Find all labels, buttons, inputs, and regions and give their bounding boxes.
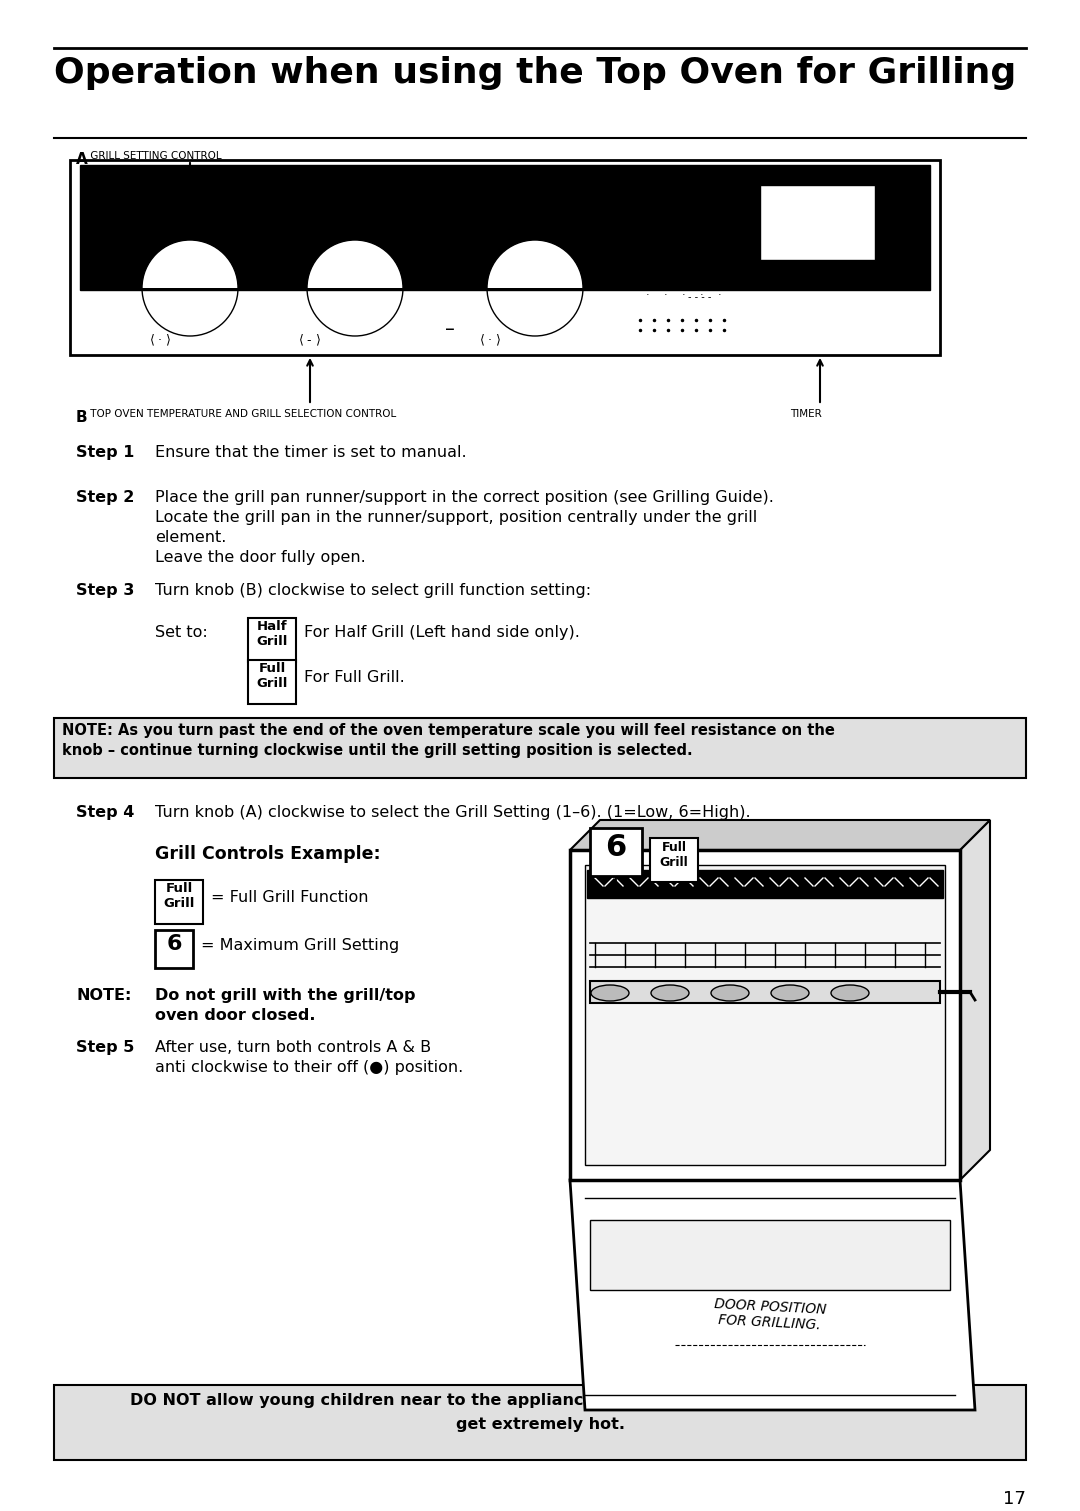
Text: element.: element. (156, 530, 227, 545)
Ellipse shape (651, 985, 689, 1000)
Text: Ensure that the timer is set to manual.: Ensure that the timer is set to manual. (156, 446, 467, 459)
Text: .: . (646, 287, 650, 298)
Text: Turn knob (B) clockwise to select grill function setting:: Turn knob (B) clockwise to select grill … (156, 583, 591, 598)
Text: Step 2: Step 2 (76, 490, 134, 505)
Text: For Half Grill (Left hand side only).: For Half Grill (Left hand side only). (303, 626, 580, 641)
Text: Step 1: Step 1 (76, 446, 134, 459)
Bar (590, 828, 642, 876)
Text: knob – continue turning clockwise until the grill setting position is selected.: knob – continue turning clockwise until … (62, 743, 692, 759)
Text: Do not grill with the grill/top: Do not grill with the grill/top (156, 988, 416, 1003)
Bar (650, 839, 698, 882)
Text: $\langle$ · $\rangle$: $\langle$ · $\rangle$ (149, 332, 172, 348)
Text: = Maximum Grill Setting: = Maximum Grill Setting (201, 938, 400, 953)
Text: Locate the grill pan in the runner/support, position centrally under the grill: Locate the grill pan in the runner/suppo… (156, 511, 757, 524)
Text: = Full Grill Function: = Full Grill Function (211, 890, 368, 905)
Text: NOTE: As you turn past the end of the oven temperature scale you will feel resis: NOTE: As you turn past the end of the ov… (62, 722, 835, 737)
Bar (704, 230, 716, 280)
Text: Full
Grill: Full Grill (256, 662, 287, 691)
Wedge shape (307, 240, 403, 289)
Text: Half
Grill: Half Grill (256, 620, 287, 648)
Bar (590, 1219, 950, 1290)
Text: .: . (700, 287, 704, 298)
Text: DOOR POSITION
FOR GRILLING.: DOOR POSITION FOR GRILLING. (713, 1296, 827, 1333)
Bar (54, 1386, 1026, 1460)
Text: Full
Grill: Full Grill (163, 882, 194, 910)
Text: –: – (445, 320, 455, 340)
Text: 6: 6 (606, 833, 626, 861)
Text: NOTE:: NOTE: (76, 988, 132, 1003)
Bar (70, 160, 940, 355)
Text: get extremely hot.: get extremely hot. (456, 1417, 624, 1432)
Text: Set to:: Set to: (156, 626, 207, 641)
Polygon shape (570, 820, 990, 851)
Bar (54, 718, 1026, 778)
Bar (585, 864, 945, 1165)
Bar (156, 879, 203, 925)
Text: For Full Grill.: For Full Grill. (303, 669, 405, 684)
Bar (570, 851, 960, 1180)
Ellipse shape (591, 985, 629, 1000)
Text: B: B (76, 409, 87, 425)
Text: Step 3: Step 3 (76, 583, 134, 598)
Bar (80, 165, 930, 290)
Text: Operation when using the Top Oven for Grilling: Operation when using the Top Oven for Gr… (54, 56, 1016, 91)
Bar (686, 230, 698, 280)
Text: 17: 17 (1003, 1490, 1026, 1508)
Bar (760, 184, 875, 260)
Bar (723, 230, 734, 280)
Text: .: . (664, 287, 667, 298)
Text: anti clockwise to their off (●) position.: anti clockwise to their off (●) position… (156, 1061, 463, 1074)
Polygon shape (960, 820, 990, 1180)
Text: TIMER: TIMER (789, 409, 822, 419)
Wedge shape (487, 240, 583, 289)
Ellipse shape (711, 985, 750, 1000)
Bar (248, 660, 296, 704)
Text: DO NOT allow young children near to the appliance when the grill is in use as th: DO NOT allow young children near to the … (130, 1393, 950, 1408)
Bar (740, 230, 752, 280)
Text: Step 4: Step 4 (76, 805, 134, 820)
Bar (588, 870, 943, 898)
Text: Turn knob (A) clockwise to select the Grill Setting (1–6). (1=Low, 6=High).: Turn knob (A) clockwise to select the Gr… (156, 805, 751, 820)
Text: GRILL SETTING CONTROL: GRILL SETTING CONTROL (87, 151, 221, 162)
Ellipse shape (771, 985, 809, 1000)
Text: Step 5: Step 5 (76, 1040, 134, 1055)
Polygon shape (570, 1180, 975, 1410)
Ellipse shape (831, 985, 869, 1000)
Bar (669, 230, 680, 280)
Text: .: . (718, 287, 721, 298)
Bar (156, 929, 193, 969)
Bar (650, 230, 662, 280)
Text: - - - -: - - - - (688, 292, 712, 302)
Bar (590, 981, 940, 1003)
Text: oven door closed.: oven door closed. (156, 1008, 315, 1023)
Text: $\langle$ · $\rangle$: $\langle$ · $\rangle$ (478, 332, 501, 348)
Text: Leave the door fully open.: Leave the door fully open. (156, 550, 366, 565)
Text: Full
Grill: Full Grill (660, 842, 688, 869)
Text: Place the grill pan runner/support in the correct position (see Grilling Guide).: Place the grill pan runner/support in th… (156, 490, 774, 505)
Wedge shape (141, 240, 238, 289)
Bar (248, 618, 296, 662)
Text: TOP OVEN TEMPERATURE AND GRILL SELECTION CONTROL: TOP OVEN TEMPERATURE AND GRILL SELECTION… (87, 409, 396, 419)
Text: Grill Controls Example:: Grill Controls Example: (156, 845, 380, 863)
Text: After use, turn both controls A & B: After use, turn both controls A & B (156, 1040, 431, 1055)
Text: $\langle$ - $\rangle$: $\langle$ - $\rangle$ (298, 332, 322, 348)
Text: .: . (683, 287, 686, 298)
Text: A: A (76, 153, 87, 168)
Text: 6: 6 (166, 934, 181, 953)
